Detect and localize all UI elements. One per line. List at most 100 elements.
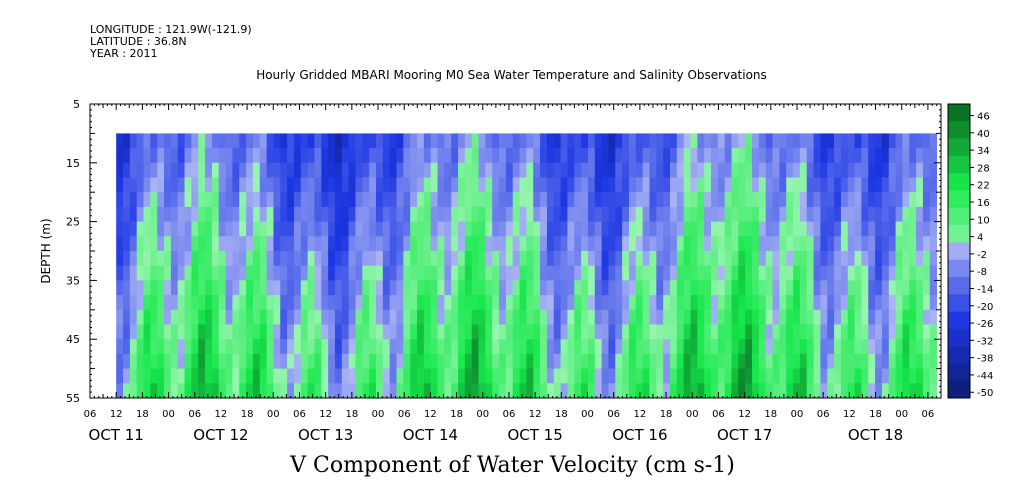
heatmap-cell bbox=[758, 236, 767, 252]
heatmap-cell bbox=[594, 295, 603, 311]
heatmap-cell bbox=[177, 353, 185, 369]
heatmap-cell bbox=[437, 295, 445, 311]
heatmap-cell bbox=[157, 192, 165, 208]
heatmap-cell bbox=[854, 162, 862, 178]
heatmap-cell bbox=[451, 192, 459, 208]
heatmap-cell bbox=[731, 383, 739, 399]
heatmap-cell bbox=[314, 324, 322, 340]
heatmap-cell bbox=[273, 353, 281, 369]
heatmap-cell bbox=[628, 280, 637, 296]
heatmap-cell bbox=[628, 148, 637, 164]
heatmap-cell bbox=[581, 251, 589, 267]
heatmap-cell bbox=[478, 162, 486, 178]
heatmap-cell bbox=[553, 236, 561, 252]
heatmap-cell bbox=[519, 177, 527, 193]
heatmap-cell bbox=[396, 192, 404, 208]
heatmap-cell bbox=[218, 295, 226, 311]
heatmap-cell bbox=[553, 133, 561, 149]
heatmap-cell bbox=[191, 251, 199, 267]
heatmap-cell bbox=[266, 236, 274, 252]
heatmap-cell bbox=[628, 368, 637, 384]
heatmap-cell bbox=[533, 221, 541, 237]
heatmap-cell bbox=[909, 265, 917, 281]
heatmap-cell bbox=[649, 133, 657, 149]
heatmap-cell bbox=[875, 295, 883, 311]
x-tick-label: 06 bbox=[188, 409, 201, 420]
heatmap-cell bbox=[834, 280, 842, 296]
heatmap-cell bbox=[840, 148, 849, 164]
heatmap-cell bbox=[622, 339, 630, 355]
heatmap-cell bbox=[300, 162, 309, 178]
heatmap-cell bbox=[902, 206, 910, 222]
heatmap-cell bbox=[724, 309, 732, 325]
heatmap-cell bbox=[410, 192, 418, 208]
x-tick-label: 06 bbox=[84, 409, 97, 420]
heatmap-cell bbox=[820, 353, 828, 369]
heatmap-cell bbox=[341, 251, 350, 267]
heatmap-cell bbox=[143, 368, 151, 384]
heatmap-cell bbox=[574, 339, 582, 355]
heatmap-cell bbox=[266, 148, 274, 164]
x-tick-label: 00 bbox=[895, 409, 908, 420]
heatmap-cell bbox=[745, 339, 753, 355]
heatmap-cell bbox=[820, 309, 828, 325]
heatmap-cell bbox=[177, 383, 185, 399]
heatmap-cell bbox=[581, 148, 589, 164]
heatmap-cell bbox=[410, 353, 418, 369]
heatmap-cell bbox=[690, 177, 698, 193]
heatmap-cell bbox=[587, 295, 596, 311]
heatmap-cell bbox=[205, 368, 213, 384]
heatmap-cell bbox=[198, 309, 206, 325]
heatmap-cell bbox=[225, 221, 233, 237]
heatmap-cell bbox=[519, 324, 527, 340]
heatmap-cell bbox=[861, 133, 869, 149]
heatmap-cell bbox=[902, 192, 910, 208]
heatmap-cell bbox=[287, 221, 295, 237]
heatmap-cell bbox=[567, 339, 575, 355]
heatmap-cell bbox=[458, 162, 466, 178]
heatmap-cell bbox=[191, 221, 199, 237]
x-tick-label: 18 bbox=[555, 409, 568, 420]
heatmap-cell bbox=[827, 309, 835, 325]
heatmap-cell bbox=[444, 177, 452, 193]
heatmap-cell bbox=[526, 309, 534, 325]
heatmap-cell bbox=[478, 383, 486, 399]
heatmap-cell bbox=[307, 383, 315, 399]
heatmap-cell bbox=[239, 383, 247, 399]
heatmap-cell bbox=[116, 236, 124, 252]
heatmap-cell bbox=[355, 192, 363, 208]
heatmap-cell bbox=[198, 295, 206, 311]
heatmap-cell bbox=[499, 339, 507, 355]
heatmap-cell bbox=[273, 324, 281, 340]
heatmap-cell bbox=[157, 177, 165, 193]
heatmap-cell bbox=[478, 295, 486, 311]
heatmap-cell bbox=[437, 368, 445, 384]
heatmap-cell bbox=[717, 206, 726, 222]
heatmap-cell bbox=[752, 206, 760, 222]
heatmap-cell bbox=[608, 295, 616, 311]
heatmap-cell bbox=[307, 162, 315, 178]
heatmap-cell bbox=[922, 148, 931, 164]
heatmap-cell bbox=[738, 309, 746, 325]
heatmap-cell bbox=[676, 148, 685, 164]
heatmap-cell bbox=[649, 383, 657, 399]
heatmap-cell bbox=[259, 265, 267, 281]
heatmap-cell bbox=[396, 133, 404, 149]
heatmap-cell bbox=[929, 221, 938, 237]
heatmap-cell bbox=[505, 353, 514, 369]
heatmap-cell bbox=[574, 368, 582, 384]
heatmap-cell bbox=[861, 324, 869, 340]
heatmap-cell bbox=[164, 368, 172, 384]
heatmap-cell bbox=[765, 324, 773, 340]
heatmap-cell bbox=[321, 221, 329, 237]
heatmap-cell bbox=[396, 368, 404, 384]
heatmap-cell bbox=[451, 368, 459, 384]
heatmap-cell bbox=[341, 162, 350, 178]
heatmap-cell bbox=[615, 148, 623, 164]
heatmap-cell bbox=[266, 265, 274, 281]
heatmap-cell bbox=[635, 265, 644, 281]
heatmap-cell bbox=[375, 148, 384, 164]
heatmap-cell bbox=[293, 192, 302, 208]
heatmap-cell bbox=[300, 148, 309, 164]
heatmap-cell bbox=[471, 339, 479, 355]
